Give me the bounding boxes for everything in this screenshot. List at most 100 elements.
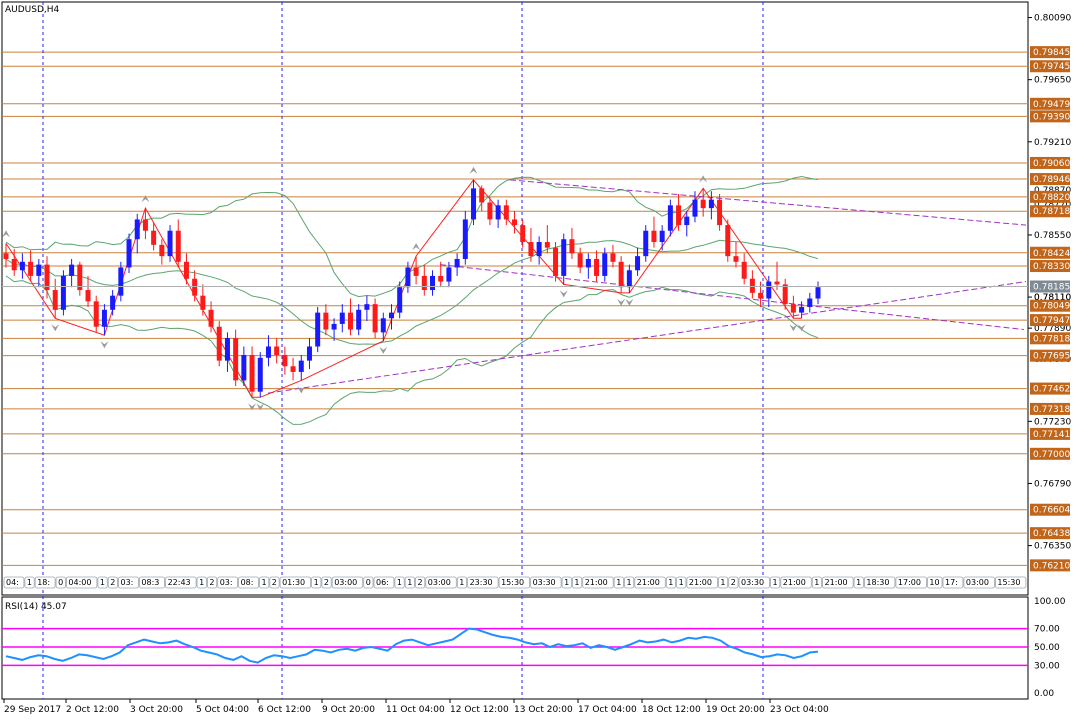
trend-lines [267, 179, 1027, 394]
candle-body-1 [11, 258, 17, 271]
candle-body-60 [495, 205, 501, 220]
level-tag-18 [1030, 503, 1070, 516]
candle-body-27 [224, 338, 230, 361]
candle-body-33 [274, 346, 280, 355]
session-box-28 [498, 576, 531, 589]
candle-body-74 [610, 253, 616, 262]
session-box-29 [530, 576, 562, 589]
session-box-label-0: 04: [6, 578, 19, 587]
session-box-label-12: 03: [220, 578, 233, 587]
session-separators [42, 2, 764, 699]
session-box-27 [467, 576, 499, 589]
session-box-label-26: 1 [459, 578, 464, 587]
session-box-label-13: 08: [241, 578, 254, 587]
candle-body-93 [766, 281, 772, 299]
level-tag-6 [1030, 190, 1070, 203]
session-box-label-18: 2 [324, 578, 329, 587]
candle-body-99 [815, 287, 821, 299]
candle-body-8 [69, 264, 75, 276]
trend-line-channel-high [509, 179, 1027, 226]
candle-body-75 [618, 261, 624, 288]
candle-body-58 [479, 188, 485, 203]
session-box-3 [55, 576, 66, 589]
candle-body-67 [553, 247, 559, 276]
session-box-label-4: 04:00 [68, 578, 91, 587]
candle-body-7 [60, 275, 66, 310]
session-box-label-2: 18: [37, 578, 50, 587]
bollinger-bands [5, 175, 819, 425]
rsi-tick-label-3: 30.00 [1034, 661, 1060, 671]
session-box-11 [206, 576, 218, 589]
session-box-label-22: 1 [397, 578, 402, 587]
candle-body-10 [85, 290, 91, 302]
fractal-down-arrow-4 [248, 403, 257, 411]
session-box-14 [259, 576, 270, 589]
session-box-33 [613, 576, 624, 589]
candle-body-23 [192, 278, 198, 296]
candle-body-45 [372, 304, 378, 333]
fractal-down-arrow-6 [297, 386, 306, 394]
session-box-label-14: 1 [262, 578, 267, 587]
time-tick-label-3: 5 Oct 04:00 [196, 705, 249, 715]
level-tag-0 [1030, 46, 1070, 59]
session-box-label-17: 1 [314, 578, 319, 587]
session-box-9 [165, 576, 197, 589]
session-box-7 [118, 576, 139, 589]
candle-body-28 [233, 338, 239, 381]
rsi-label: RSI(14) 45.07 [5, 602, 67, 612]
time-tick-label-4: 6 Oct 12:00 [258, 705, 311, 715]
candle-body-70 [577, 253, 583, 268]
fractal-down-arrow-10 [559, 290, 568, 298]
rsi-pane-frame [1, 596, 1029, 700]
session-box-5 [97, 576, 108, 589]
session-box-label-41: 03:30 [741, 578, 764, 587]
session-box-42 [770, 576, 781, 589]
level-tag-label-18: 0.76604 [1033, 506, 1070, 516]
session-box-10 [196, 576, 207, 589]
candle-body-94 [774, 281, 780, 285]
level-tag-7 [1030, 205, 1070, 218]
session-box-label-5: 1 [100, 578, 105, 587]
session-box-37 [676, 576, 687, 589]
candle-body-88 [725, 225, 731, 257]
session-box-30 [561, 576, 572, 589]
fractal-down-arrow-11 [617, 298, 626, 306]
candle-body-30 [249, 354, 255, 392]
session-box-32 [582, 576, 614, 589]
session-box-label-1: 1 [27, 578, 32, 587]
session-box-19 [331, 576, 364, 589]
session-box-label-42: 1 [773, 578, 778, 587]
candle-body-66 [544, 242, 550, 248]
candle-body-26 [216, 326, 222, 361]
price-tick-overlapped-1: 0.78770 [1034, 200, 1071, 210]
candle-body-18 [151, 230, 157, 245]
candle-body-13 [110, 295, 116, 310]
session-box-label-44: 1 [814, 578, 819, 587]
candle-body-59 [487, 202, 493, 220]
session-box-label-30: 1 [564, 578, 569, 587]
candle-body-15 [126, 239, 132, 268]
time-tick-label-8: 13 Oct 20:00 [514, 705, 573, 715]
session-box-4 [66, 576, 98, 589]
session-box-16 [279, 576, 312, 589]
candle-body-31 [257, 357, 263, 392]
session-box-label-10: 1 [199, 578, 204, 587]
session-time-strip: 04: 1 18: 0 04:00 1 2 03: 08:3 22:43 1 2 03: 08: 1 2 01:… [3, 576, 1027, 589]
candle-body-97 [799, 306, 805, 313]
band-middle [5, 239, 819, 345]
time-tick-label-7: 12 Oct 12:00 [450, 705, 509, 715]
candle-body-96 [790, 304, 796, 313]
session-box-38 [686, 576, 718, 589]
session-box-label-33: 1 [616, 578, 621, 587]
level-tag-label-2: 0.79479 [1033, 100, 1070, 110]
session-box-label-52: 15:30 [997, 578, 1020, 587]
level-tag-17 [1030, 447, 1070, 460]
fractal-down-arrow-2 [100, 341, 109, 349]
session-box-label-9: 22:43 [168, 578, 191, 587]
price-tick-label-6: 0.77230 [1034, 417, 1071, 427]
price-tick-label-5: 0.77890 [1034, 324, 1071, 334]
price-tick-overlapped-3: 0.78110 [1034, 293, 1071, 303]
rsi-tick-label-4: 0.00 [1034, 689, 1054, 699]
candle-body-25 [208, 309, 214, 327]
